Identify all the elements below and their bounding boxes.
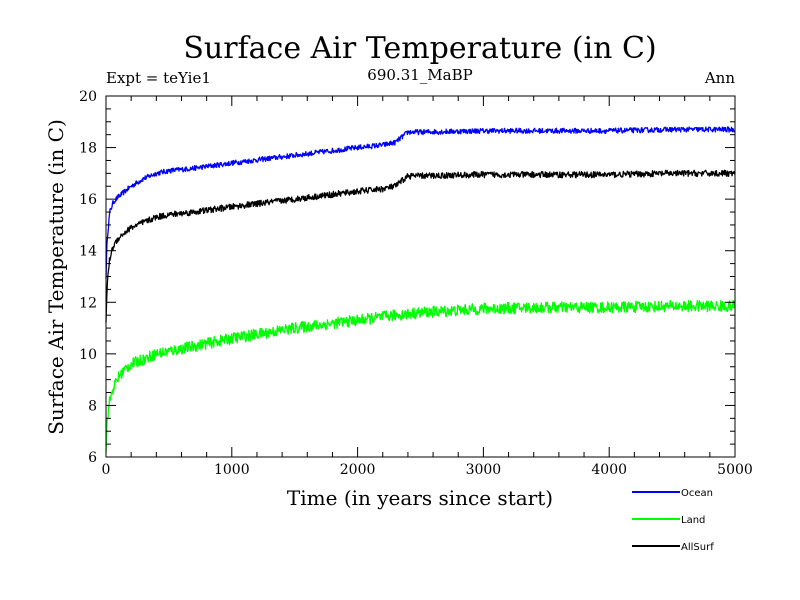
y-tick-label: 18 <box>79 141 97 157</box>
y-tick-label: 12 <box>79 295 97 311</box>
legend: Ocean Land AllSurf <box>632 488 714 553</box>
x-axis-label: Time (in years since start) <box>287 486 553 510</box>
plot-frame <box>105 95 736 458</box>
x-tick-label: 1000 <box>214 462 250 478</box>
experiment-label: Expt = teYie1 <box>106 69 211 87</box>
series-line-allsurf <box>105 169 736 323</box>
y-axis-label: Surface Air Temperature (in C) <box>44 119 68 435</box>
age-label: 690.31_MaBP <box>367 66 472 84</box>
x-tick-label: 0 <box>102 462 111 478</box>
season-label: Ann <box>704 69 735 87</box>
series-layer <box>105 126 736 453</box>
series-line-ocean <box>105 126 736 279</box>
y-tick-label: 20 <box>79 89 97 105</box>
legend-label-ocean: Ocean <box>681 488 713 499</box>
y-tick-label: 16 <box>79 192 97 208</box>
legend-label-allsurf: AllSurf <box>681 542 714 553</box>
y-tick-label: 10 <box>79 347 97 363</box>
y-tick-label: 8 <box>88 398 97 414</box>
x-tick-label: 5000 <box>717 462 753 478</box>
y-tick-label: 6 <box>88 450 97 466</box>
x-tick-label: 4000 <box>591 462 627 478</box>
chart-title: Surface Air Temperature (in C) <box>183 31 656 66</box>
x-tick-label: 2000 <box>340 462 376 478</box>
x-tick-label: 3000 <box>466 462 502 478</box>
axes-layer: 0 1000 2000 3000 4000 5000 6 8 10 12 14 16 18 20 <box>79 89 753 478</box>
legend-label-land: Land <box>681 515 705 526</box>
y-tick-label: 14 <box>79 244 97 260</box>
series-line-land <box>105 299 736 453</box>
